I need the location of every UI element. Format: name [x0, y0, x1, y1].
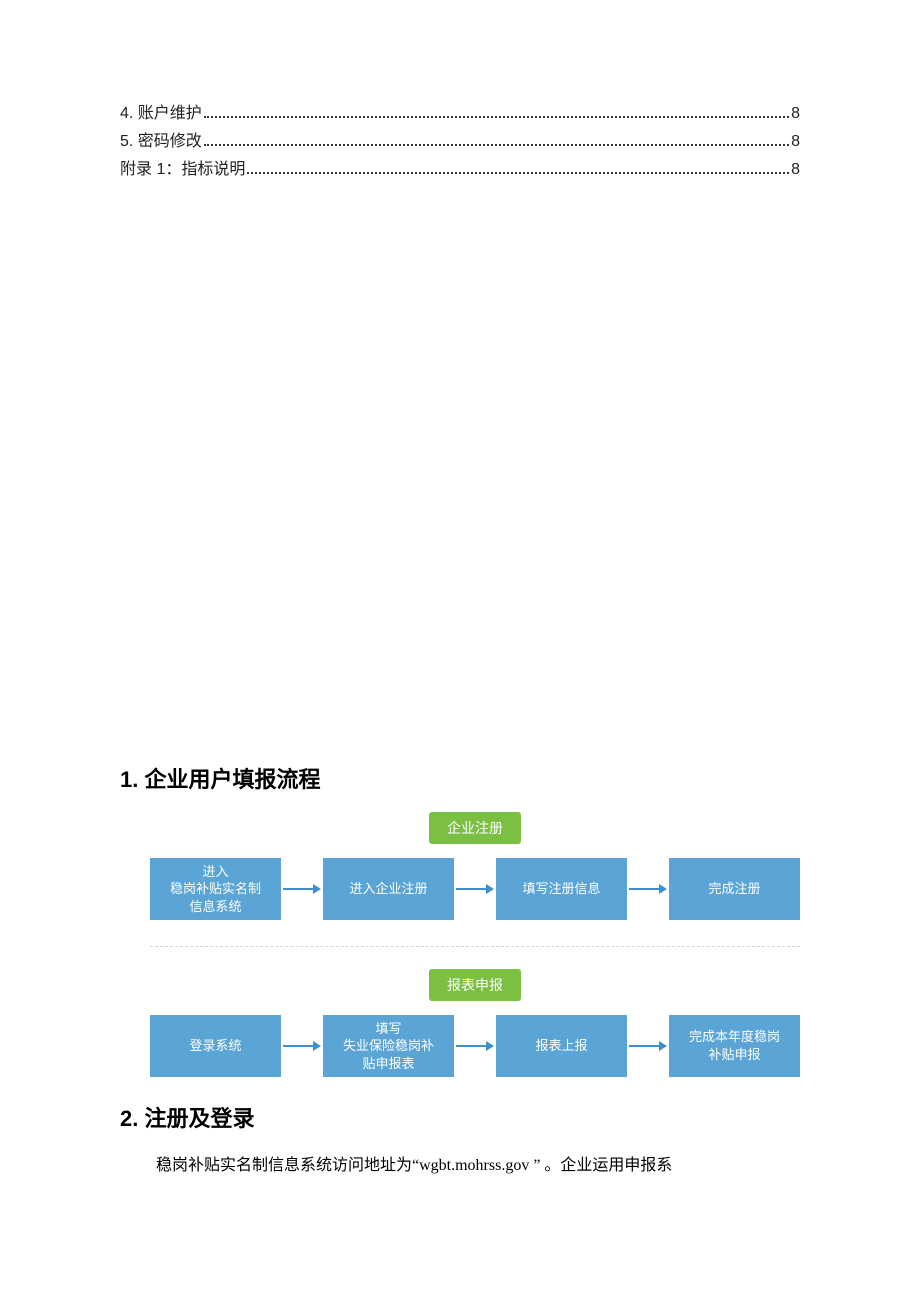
arrow-right-icon — [629, 883, 667, 895]
arrow-right-icon — [629, 1040, 667, 1052]
flow-node: 填写失业保险稳岗补贴申报表 — [323, 1015, 454, 1077]
flow-node: 完成注册 — [669, 858, 800, 920]
arrow-right-icon — [456, 1040, 494, 1052]
toc-page-number: 8 — [791, 128, 800, 156]
toc-fragment: 4. 账户维护 8 5. 密码修改 8 附录 1：指标说明 8 — [120, 100, 800, 184]
flow-tag-wrap: 报表申报 — [150, 969, 800, 1009]
flow-tag-report: 报表申报 — [429, 969, 521, 1001]
toc-label: 附录 1：指标说明 — [120, 156, 245, 184]
toc-leader-dots — [247, 172, 789, 174]
flow-divider — [150, 946, 800, 947]
flow-tag-registration: 企业注册 — [429, 812, 521, 844]
flow-row: 进入稳岗补贴实名制信息系统 进入企业注册 填写注册信息 完成注册 — [150, 858, 800, 920]
arrow-right-icon — [456, 883, 494, 895]
flow-tag-wrap: 企业注册 — [150, 812, 800, 852]
document-page: 4. 账户维护 8 5. 密码修改 8 附录 1：指标说明 8 1. 企业用户填… — [0, 0, 920, 1241]
toc-label: 4. 账户维护 — [120, 100, 202, 128]
blank-space — [120, 184, 800, 744]
arrow-right-icon — [283, 1040, 321, 1052]
arrow-right-icon — [283, 883, 321, 895]
toc-leader-dots — [204, 144, 789, 146]
flow-node: 进入稳岗补贴实名制信息系统 — [150, 858, 281, 920]
flow-node: 进入企业注册 — [323, 858, 454, 920]
toc-label: 5. 密码修改 — [120, 128, 202, 156]
section-2-body: 稳岗补贴实名制信息系统访问地址为“wgbt.mohrss.gov ” 。企业运用… — [120, 1151, 800, 1181]
toc-entry: 5. 密码修改 8 — [120, 128, 800, 156]
section-1-heading: 1. 企业用户填报流程 — [120, 762, 800, 794]
flow-node: 填写注册信息 — [496, 858, 627, 920]
flow-node: 登录系统 — [150, 1015, 281, 1077]
toc-leader-dots — [204, 116, 789, 118]
toc-entry: 4. 账户维护 8 — [120, 100, 800, 128]
toc-page-number: 8 — [791, 156, 800, 184]
flow-node: 完成本年度稳岗补贴申报 — [669, 1015, 800, 1077]
toc-entry: 附录 1：指标说明 8 — [120, 156, 800, 184]
flow-node: 报表上报 — [496, 1015, 627, 1077]
section-2-heading: 2. 注册及登录 — [120, 1101, 800, 1133]
flowchart-registration: 企业注册 进入稳岗补贴实名制信息系统 进入企业注册 填写注册信息 完成注册 报表… — [150, 812, 800, 1077]
flow-row: 登录系统 填写失业保险稳岗补贴申报表 报表上报 完成本年度稳岗补贴申报 — [150, 1015, 800, 1077]
toc-page-number: 8 — [791, 100, 800, 128]
